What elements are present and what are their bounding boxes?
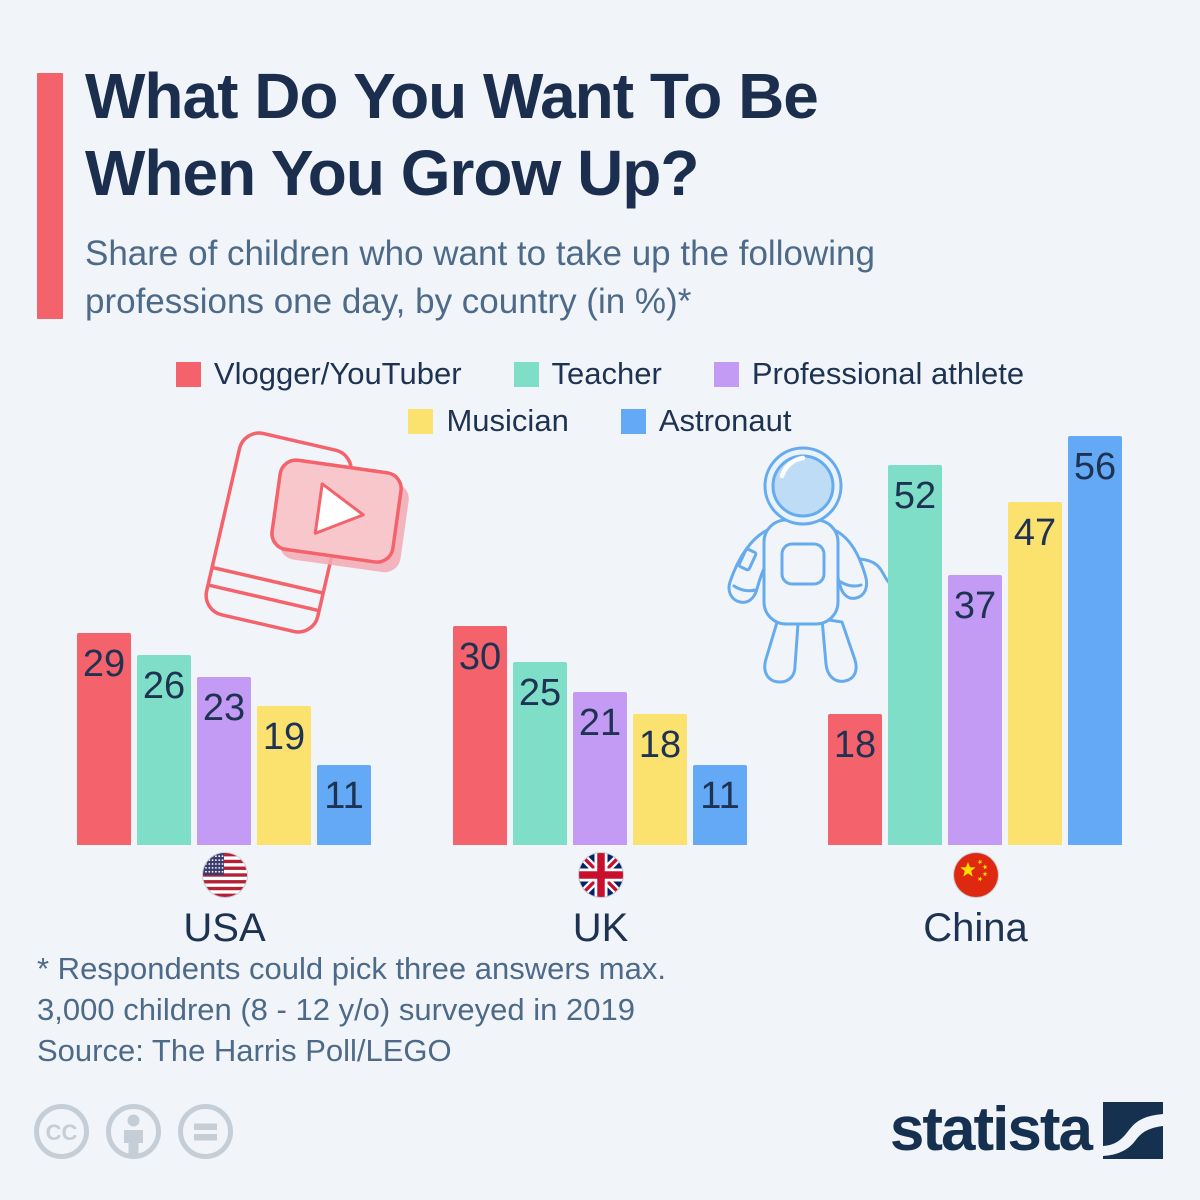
legend-item-teacher: Teacher (513, 356, 662, 392)
attribution-person-icon (106, 1104, 161, 1159)
bar-musician-china: 47 (1008, 502, 1062, 845)
bar-vlogger-youtuber-china: 18 (828, 714, 882, 845)
legend-item-musician: Musician (408, 403, 569, 439)
bar-musician-uk: 18 (633, 714, 687, 845)
bar-value-label: 18 (638, 724, 682, 766)
subtitle-line-2: professions one day, by country (in %)* (85, 282, 692, 321)
legend-label: Musician (446, 403, 569, 438)
source-line: Source: The Harris Poll/LEGO (37, 1033, 452, 1068)
bar-value-label: 30 (458, 636, 502, 678)
legend-swatch-musician (408, 408, 434, 434)
equals-icon (178, 1104, 233, 1159)
usa-flag (202, 853, 247, 897)
title-line-2: When You Grow Up? (85, 137, 699, 209)
footnote-line-1: * Respondents could pick three answers m… (37, 951, 666, 986)
bar-teacher-china: 52 (888, 465, 942, 845)
country-usa: USA (77, 853, 372, 950)
cc-license-icons: CC (33, 1103, 234, 1160)
legend-swatch-teacher (513, 361, 539, 387)
statista-logo-icon (1103, 1101, 1163, 1159)
bar-group-uk: 30 25 21 18 11 (453, 626, 747, 845)
bar-value-label: 18 (833, 724, 877, 766)
bar-value-label: 52 (893, 475, 937, 517)
bar-value-label: 26 (142, 665, 186, 707)
bar-professional-athlete-uk: 21 (573, 692, 627, 845)
legend-label: Astronaut (658, 403, 792, 438)
legend-row-1: Vlogger/YouTuber Teacher Professional athl… (175, 356, 1025, 392)
legend-swatch-professional-athlete (713, 361, 739, 387)
title-accent-bar (37, 73, 63, 319)
bar-teacher-uk: 25 (513, 662, 567, 845)
legend-item-professional-athlete: Professional athlete (713, 356, 1025, 392)
page-subtitle: Share of children who want to take up th… (85, 230, 875, 326)
legend-label: Vlogger/YouTuber (213, 356, 462, 391)
bar-group-china: 18 52 37 47 56 (828, 436, 1122, 845)
bar-value-label: 21 (578, 702, 622, 744)
uk-flag (578, 853, 623, 897)
bar-astronaut-usa: 11 (317, 765, 371, 845)
legend-label: Teacher (551, 356, 662, 391)
bar-musician-usa: 19 (257, 706, 311, 845)
bar-vlogger-youtuber-uk: 30 (453, 626, 507, 845)
legend-item-astronaut: Astronaut (620, 403, 792, 439)
statista-branding: statista (889, 1095, 1163, 1164)
legend-swatch-vlogger-youtuber (175, 361, 201, 387)
page-title: What Do You Want To Be When You Grow Up? (85, 58, 819, 212)
bar-value-label: 37 (953, 585, 997, 627)
legend-swatch-astronaut (620, 408, 646, 434)
bar-value-label: 11 (324, 775, 364, 817)
country-china: China (828, 853, 1123, 950)
youtube-tablet-illustration (204, 431, 409, 634)
chart-legend: Vlogger/YouTuber Teacher Professional athl… (0, 356, 1200, 439)
china-flag (953, 853, 998, 897)
bar-professional-athlete-china: 37 (948, 575, 1002, 845)
bar-value-label: 19 (262, 716, 306, 758)
legend-row-2: Musician Astronaut (408, 403, 792, 439)
astronaut-illustration (727, 446, 920, 684)
footnotes: * Respondents could pick three answers m… (37, 948, 666, 1071)
subtitle-line-1: Share of children who want to take up th… (85, 234, 875, 273)
bar-astronaut-uk: 11 (693, 765, 747, 845)
bar-value-label: 11 (700, 775, 740, 817)
bar-value-label: 56 (1073, 446, 1117, 488)
bar-value-label: 25 (518, 672, 562, 714)
title-line-1: What Do You Want To Be (85, 60, 819, 132)
bar-value-label: 29 (82, 643, 126, 685)
bar-value-label: 23 (202, 687, 246, 729)
statista-wordmark: statista (889, 1095, 1093, 1164)
legend-item-vlogger-youtuber: Vlogger/YouTuber (175, 356, 462, 392)
bar-value-label: 47 (1013, 512, 1057, 554)
legend-label: Professional athlete (751, 356, 1025, 391)
country-label-usa: USA (183, 906, 266, 950)
country-label-uk: UK (572, 906, 629, 950)
cc-icon: CC (34, 1104, 89, 1159)
bar-teacher-usa: 26 (137, 655, 191, 845)
country-uk: UK (453, 853, 748, 950)
bar-vlogger-youtuber-usa: 29 (77, 633, 131, 845)
play-button-icon (270, 458, 409, 573)
bar-professional-athlete-usa: 23 (197, 677, 251, 845)
bar-astronaut-china: 56 (1068, 436, 1122, 845)
country-label-china: China (923, 906, 1028, 950)
footnote-line-2: 3,000 children (8 - 12 y/o) surveyed in … (37, 992, 635, 1027)
svg-text:CC: CC (46, 1120, 78, 1145)
bar-group-usa: 29 26 23 19 11 (77, 633, 371, 845)
